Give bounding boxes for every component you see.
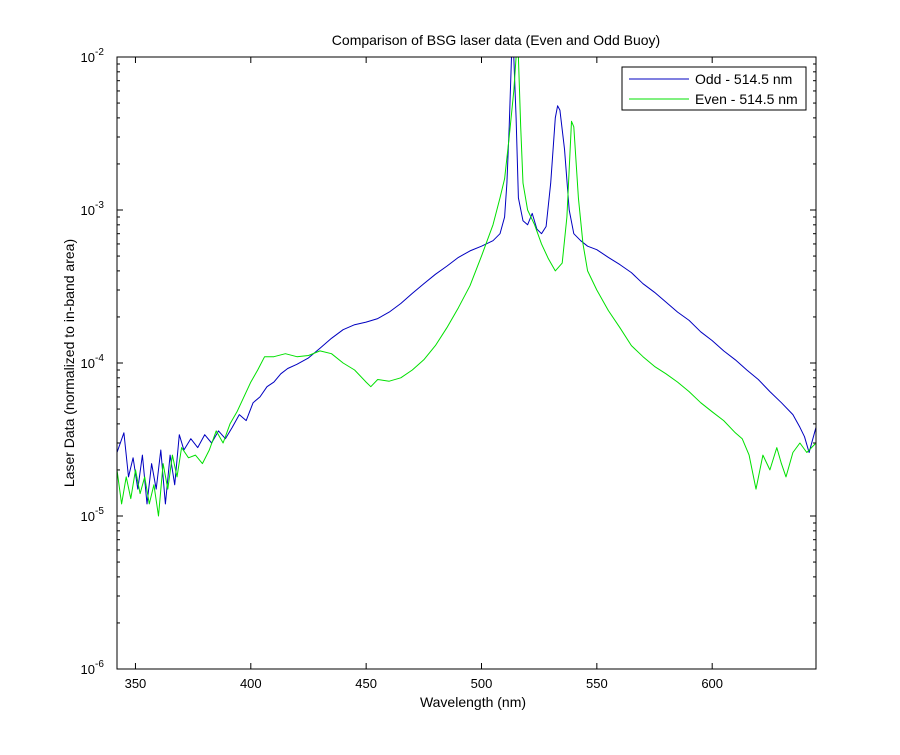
x-tick-label: 350	[125, 676, 147, 691]
legend-label-odd: Odd - 514.5 nm	[695, 71, 792, 87]
x-axis-label: Wavelength (nm)	[420, 694, 526, 710]
x-tick-label: 550	[586, 676, 608, 691]
y-tick-label-base: 10	[81, 203, 95, 218]
x-tick-label: 450	[355, 676, 377, 691]
legend: Odd - 514.5 nm Even - 514.5 nm	[621, 66, 807, 111]
plot-area	[117, 57, 816, 669]
y-tick-label-base: 10	[81, 50, 95, 65]
y-tick-label-exponent: -5	[95, 506, 104, 517]
legend-box	[621, 66, 807, 111]
chart-title: Comparison of BSG laser data (Even and O…	[332, 32, 660, 48]
y-tick-label-exponent: -6	[95, 659, 104, 670]
y-tick-label-exponent: -2	[95, 47, 104, 58]
y-tick-label-base: 10	[81, 356, 95, 371]
x-tick-label: 600	[701, 676, 723, 691]
series-lines	[117, 57, 816, 517]
y-tick-label-exponent: -3	[95, 200, 104, 211]
x-tick-label: 500	[471, 676, 493, 691]
x-tick-label: 400	[240, 676, 262, 691]
y-tick-label-base: 10	[81, 662, 95, 677]
y-axis-label: Laser Data (normalized to in-band area)	[61, 239, 77, 487]
legend-label-even: Even - 514.5 nm	[695, 91, 798, 107]
series-line-odd	[117, 57, 816, 505]
y-tick-label-base: 10	[81, 509, 95, 524]
y-tick-label-exponent: -4	[95, 353, 104, 364]
plot-frame	[116, 56, 817, 670]
series-line-even	[117, 57, 816, 517]
